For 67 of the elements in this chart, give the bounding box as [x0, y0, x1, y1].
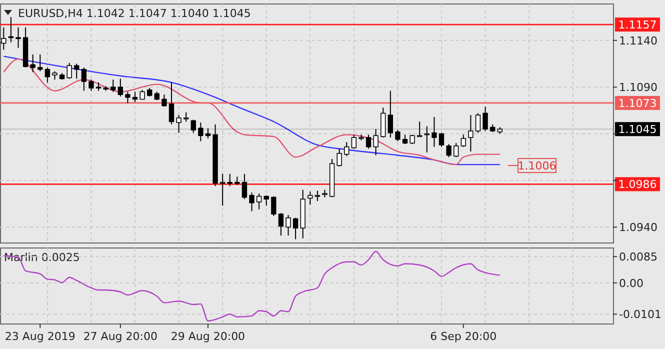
- candlestick: [380, 107, 386, 138]
- ref-line-label: 1.1045: [618, 123, 657, 136]
- candlestick: [475, 112, 481, 134]
- y-tick-label: 1.1090: [619, 81, 658, 94]
- candlestick: [286, 214, 291, 236]
- candlestick: [271, 196, 276, 216]
- x-tick-label: 27 Aug 20:00: [83, 330, 158, 343]
- ref-line-label: 1.1073: [618, 96, 657, 110]
- candlestick: [351, 134, 357, 150]
- line-series: [3, 250, 500, 322]
- annotation: 1.1006: [518, 160, 556, 173]
- candlestick: [176, 114, 182, 134]
- candlestick: [432, 116, 437, 148]
- candlestick: [74, 63, 80, 80]
- candlestick: [66, 62, 72, 80]
- candlestick: [205, 128, 211, 139]
- candlestick: [468, 114, 474, 152]
- candlestick: [438, 132, 444, 148]
- candlestick: [402, 134, 408, 145]
- candlestick: [373, 128, 378, 156]
- candlestick: [344, 142, 350, 157]
- y-tick-label: 0.0085: [619, 250, 658, 264]
- x-tick-label: 6 Sep 20:00: [430, 330, 497, 343]
- candlestick: [1, 26, 6, 50]
- candlestick: [16, 26, 21, 48]
- candlestick: [184, 112, 189, 122]
- candlestick: [454, 142, 459, 158]
- candlestick: [417, 121, 422, 138]
- candlestick: [168, 82, 174, 125]
- candlestick: [118, 78, 123, 97]
- y-tick-label: -0.0101: [619, 308, 662, 322]
- y-tick-label: 1.0940: [619, 221, 658, 234]
- candlestick: [162, 94, 167, 108]
- candlestick: [44, 66, 50, 83]
- candlestick: [366, 134, 372, 150]
- candlestick: [249, 192, 254, 212]
- candlestick: [446, 144, 452, 158]
- y-tick-label: 1.1140: [619, 34, 658, 48]
- candlestick: [132, 91, 138, 103]
- candlestick: [308, 191, 313, 206]
- x-tick-label: 29 Aug 20:00: [170, 330, 246, 343]
- candlestick: [140, 89, 145, 100]
- candlestick: [388, 90, 394, 138]
- y-tick-label: 0.00: [619, 276, 644, 290]
- ref-line-label: 1.0986: [618, 178, 657, 192]
- candlestick: [482, 106, 488, 132]
- ref-line-label: 1.1157: [618, 18, 657, 32]
- candlestick: [242, 173, 248, 200]
- candlestick: [256, 193, 262, 210]
- candlestick: [81, 66, 87, 92]
- candlestick: [198, 122, 204, 142]
- x-tick-label: 23 Aug 2019: [4, 330, 76, 343]
- candlestick: [336, 148, 342, 167]
- candlestick: [460, 134, 466, 148]
- candlestick: [110, 79, 116, 92]
- candlestick: [190, 119, 196, 134]
- candlestick: [395, 130, 400, 142]
- chart-title: EURUSD,H4 1.1042 1.1047 1.1040 1.1045: [18, 7, 251, 20]
- candlestick: [264, 194, 269, 206]
- candlestick: [314, 190, 320, 202]
- candlestick: [125, 91, 130, 104]
- candlestick: [278, 212, 284, 236]
- candlestick: [30, 54, 36, 73]
- candlestick: [292, 217, 298, 240]
- candlestick: [410, 134, 415, 145]
- candlestick: [88, 79, 94, 92]
- candlestick: [38, 54, 43, 72]
